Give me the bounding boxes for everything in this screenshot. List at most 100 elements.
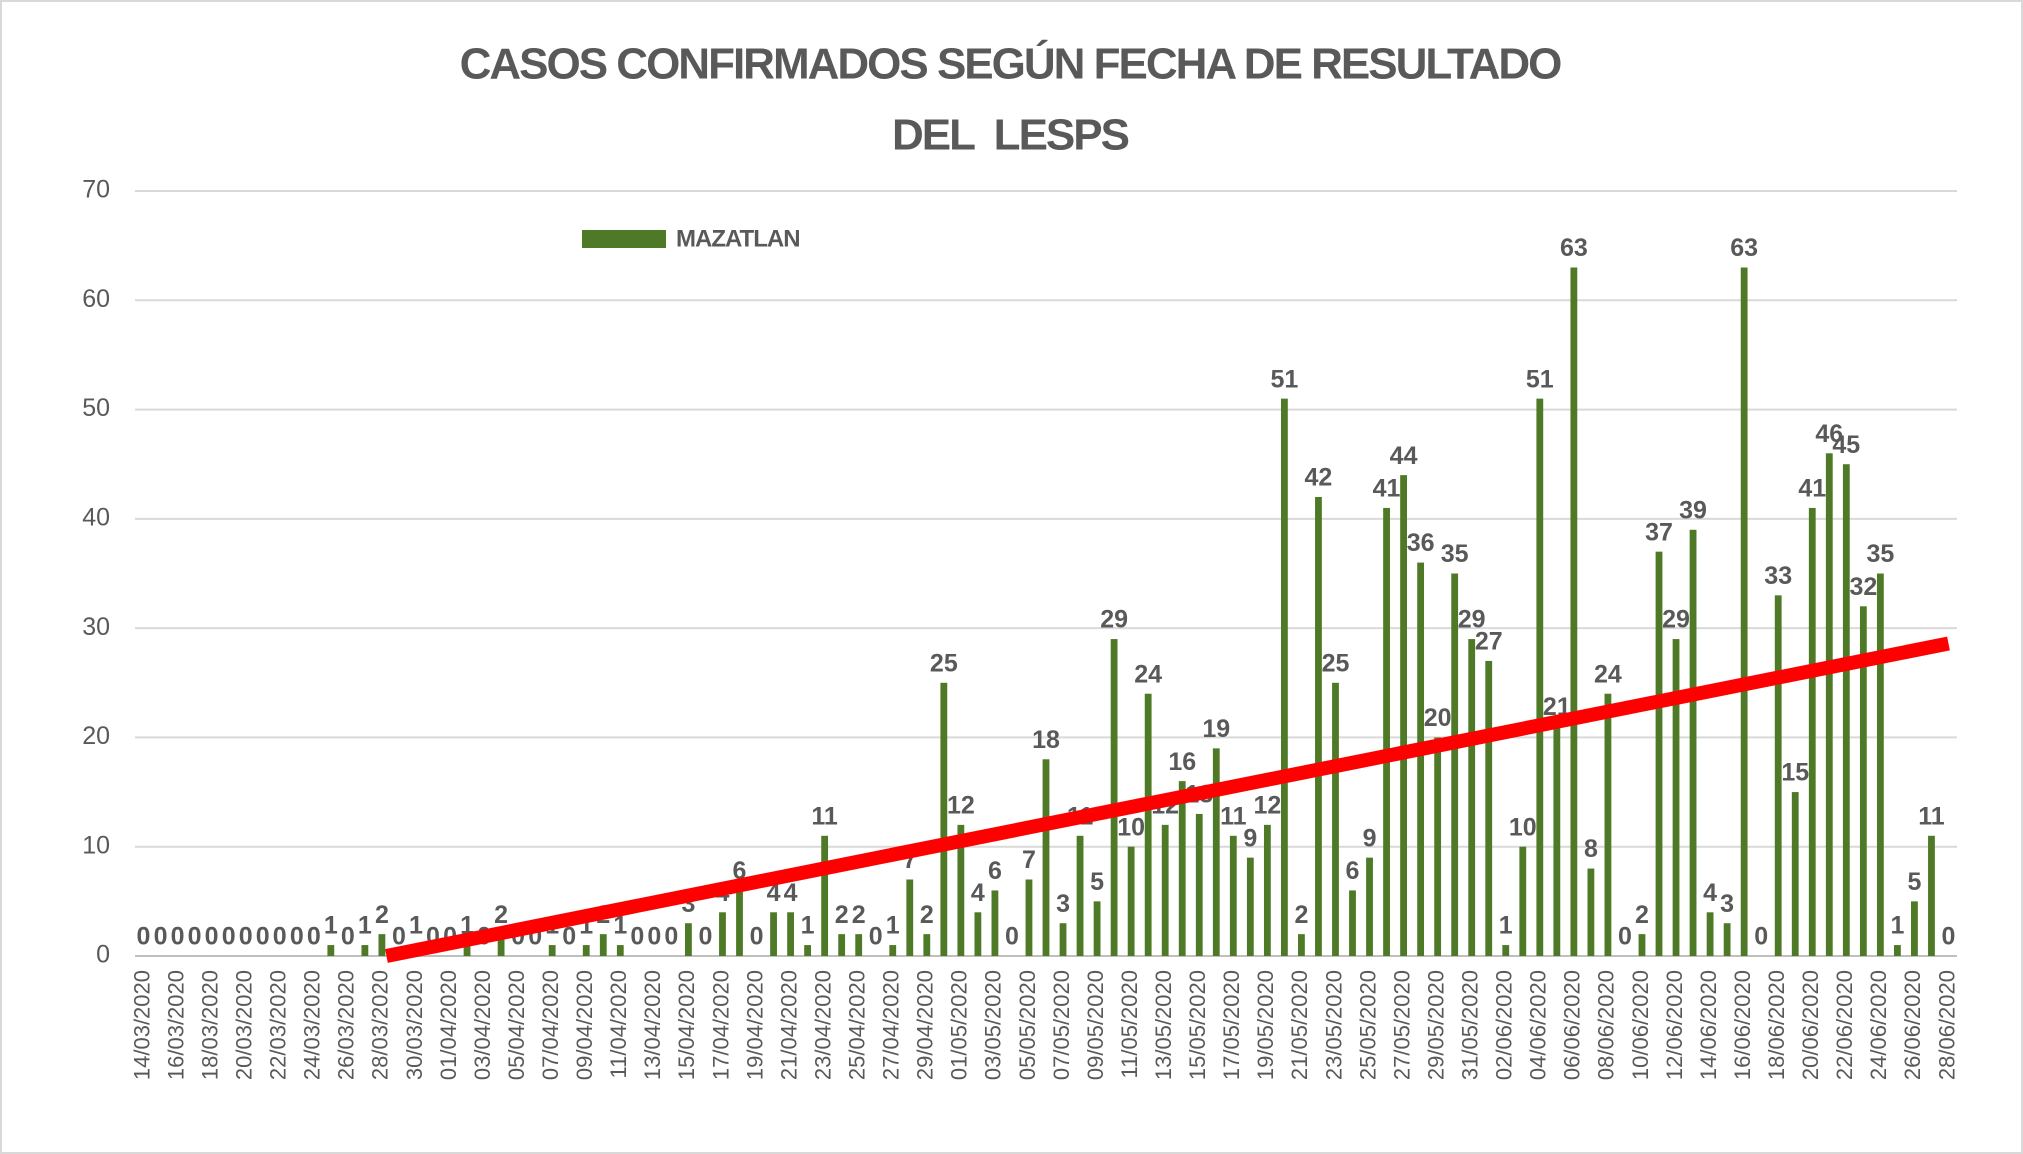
x-tick-label: 29/05/2020 xyxy=(1423,970,1448,1080)
bar xyxy=(1280,398,1288,957)
x-tick-label: 24/03/2020 xyxy=(300,970,325,1080)
bar xyxy=(327,945,335,956)
bar xyxy=(1263,824,1271,956)
data-label: 0 xyxy=(664,923,678,951)
x-tick-label: 14/03/2020 xyxy=(129,970,154,1080)
data-label: 63 xyxy=(1730,234,1758,262)
bar xyxy=(378,934,386,956)
data-label: 8 xyxy=(1584,835,1598,863)
data-label: 41 xyxy=(1373,475,1401,503)
data-label: 2 xyxy=(1635,901,1649,929)
data-label: 20 xyxy=(1424,704,1452,732)
data-label: 0 xyxy=(562,923,576,951)
bar xyxy=(1536,398,1544,957)
data-label: 0 xyxy=(647,923,661,951)
data-label: 0 xyxy=(205,923,219,951)
bar xyxy=(1655,551,1663,956)
x-tick-label: 26/03/2020 xyxy=(334,970,359,1080)
data-label: 0 xyxy=(630,923,644,951)
y-tick-label: 10 xyxy=(82,831,110,859)
x-tick-label: 23/04/2020 xyxy=(810,970,835,1080)
data-label: 51 xyxy=(1270,365,1298,393)
bar xyxy=(1774,595,1782,956)
chart-title: DEL LESPS xyxy=(892,111,1129,160)
data-label: 3 xyxy=(1056,890,1070,918)
x-tick-label: 13/04/2020 xyxy=(640,970,665,1080)
x-tick-label: 15/05/2020 xyxy=(1185,970,1210,1080)
x-tick-label: 09/04/2020 xyxy=(572,970,597,1080)
data-label: 1 xyxy=(886,912,900,940)
bar xyxy=(1842,464,1850,956)
bar xyxy=(1093,901,1101,956)
bar xyxy=(1468,639,1476,956)
data-label: 29 xyxy=(1100,606,1128,634)
data-label: 2 xyxy=(920,901,934,929)
bar xyxy=(1025,879,1033,956)
bar xyxy=(1161,824,1169,956)
bar xyxy=(906,879,914,956)
data-label: 29 xyxy=(1458,606,1486,634)
data-label: 19 xyxy=(1202,715,1230,743)
x-tick-label: 17/04/2020 xyxy=(708,970,733,1080)
data-label: 18 xyxy=(1032,726,1060,754)
x-tick-label: 06/06/2020 xyxy=(1560,970,1585,1080)
data-label: 12 xyxy=(1253,791,1281,819)
data-label: 0 xyxy=(171,923,185,951)
x-tick-label: 07/05/2020 xyxy=(1049,970,1074,1080)
bar xyxy=(1808,507,1816,956)
bar xyxy=(1366,857,1373,956)
x-tick-label: 27/05/2020 xyxy=(1389,970,1414,1080)
x-tick-label: 30/03/2020 xyxy=(402,970,427,1080)
x-tick-label: 31/05/2020 xyxy=(1458,970,1483,1080)
y-tick-label: 70 xyxy=(82,176,110,204)
data-label: 0 xyxy=(1005,923,1019,951)
bar xyxy=(974,912,982,956)
x-tick-label: 01/05/2020 xyxy=(947,970,972,1080)
data-label: 29 xyxy=(1662,606,1690,634)
data-label: 42 xyxy=(1305,464,1333,492)
data-label: 37 xyxy=(1645,518,1673,546)
x-tick-label: 12/06/2020 xyxy=(1662,970,1687,1080)
data-label: 0 xyxy=(1942,923,1956,951)
data-label: 0 xyxy=(137,923,151,951)
data-label: 0 xyxy=(1754,923,1768,951)
bar xyxy=(1042,759,1050,956)
y-tick-label: 40 xyxy=(82,503,110,531)
data-label: 0 xyxy=(222,923,236,951)
data-label: 0 xyxy=(307,923,321,951)
data-label: 6 xyxy=(1346,857,1360,885)
data-label: 2 xyxy=(375,901,389,929)
data-label: 41 xyxy=(1798,475,1826,503)
x-tick-label: 07/04/2020 xyxy=(538,970,563,1080)
bar xyxy=(787,912,794,956)
data-label: 2 xyxy=(494,901,508,929)
data-label: 0 xyxy=(392,923,406,951)
data-label: 63 xyxy=(1560,234,1588,262)
bar xyxy=(719,912,726,956)
data-label: 39 xyxy=(1679,496,1707,524)
bar xyxy=(1059,923,1067,956)
chart-title: CASOS CONFIRMADOS SEGÚN FECHA DE RESULTA… xyxy=(460,39,1562,89)
data-label: 35 xyxy=(1866,540,1894,568)
bar xyxy=(361,945,369,956)
y-tick-label: 30 xyxy=(82,613,110,641)
bar xyxy=(1570,267,1578,956)
bar xyxy=(1110,639,1118,956)
bar xyxy=(1127,846,1135,956)
bar xyxy=(1502,945,1510,956)
bar xyxy=(1246,857,1254,956)
data-label: 0 xyxy=(154,923,168,951)
data-label: 35 xyxy=(1441,540,1469,568)
x-tick-label: 23/05/2020 xyxy=(1321,970,1346,1080)
x-tick-label: 17/05/2020 xyxy=(1219,970,1244,1080)
data-label: 0 xyxy=(750,923,764,951)
data-label: 2 xyxy=(852,901,866,929)
bar xyxy=(1178,781,1186,956)
x-tick-label: 15/04/2020 xyxy=(674,970,699,1080)
data-label: 24 xyxy=(1134,660,1162,688)
x-tick-label: 02/06/2020 xyxy=(1492,970,1517,1080)
x-tick-label: 20/06/2020 xyxy=(1798,970,1823,1080)
data-label: 16 xyxy=(1168,748,1196,776)
data-label: 25 xyxy=(1322,649,1350,677)
x-tick-label: 22/03/2020 xyxy=(266,970,291,1080)
